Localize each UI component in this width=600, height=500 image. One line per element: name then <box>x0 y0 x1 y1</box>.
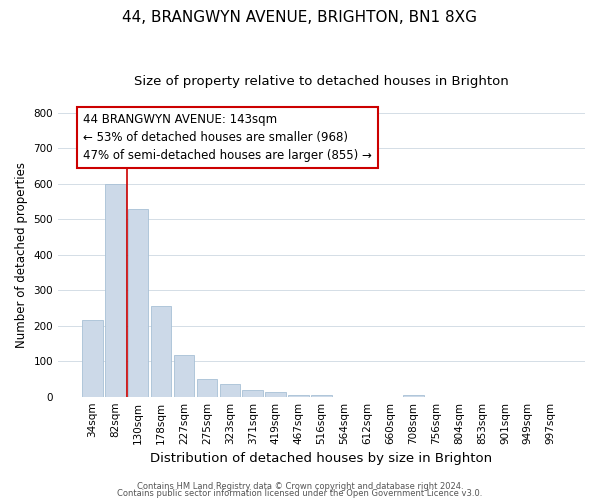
X-axis label: Distribution of detached houses by size in Brighton: Distribution of detached houses by size … <box>151 452 493 465</box>
Bar <box>197 379 217 396</box>
Bar <box>220 384 240 396</box>
Text: Contains public sector information licensed under the Open Government Licence v3: Contains public sector information licen… <box>118 490 482 498</box>
Y-axis label: Number of detached properties: Number of detached properties <box>15 162 28 348</box>
Title: Size of property relative to detached houses in Brighton: Size of property relative to detached ho… <box>134 75 509 88</box>
Bar <box>128 208 148 396</box>
Bar <box>151 306 172 396</box>
Text: 44 BRANGWYN AVENUE: 143sqm
← 53% of detached houses are smaller (968)
47% of sem: 44 BRANGWYN AVENUE: 143sqm ← 53% of deta… <box>83 113 372 162</box>
Text: Contains HM Land Registry data © Crown copyright and database right 2024.: Contains HM Land Registry data © Crown c… <box>137 482 463 491</box>
Bar <box>105 184 125 396</box>
Bar <box>288 395 309 396</box>
Bar <box>311 395 332 396</box>
Bar <box>242 390 263 396</box>
Bar <box>403 395 424 396</box>
Bar <box>82 320 103 396</box>
Text: 44, BRANGWYN AVENUE, BRIGHTON, BN1 8XG: 44, BRANGWYN AVENUE, BRIGHTON, BN1 8XG <box>122 10 478 25</box>
Bar <box>173 355 194 397</box>
Bar <box>265 392 286 396</box>
